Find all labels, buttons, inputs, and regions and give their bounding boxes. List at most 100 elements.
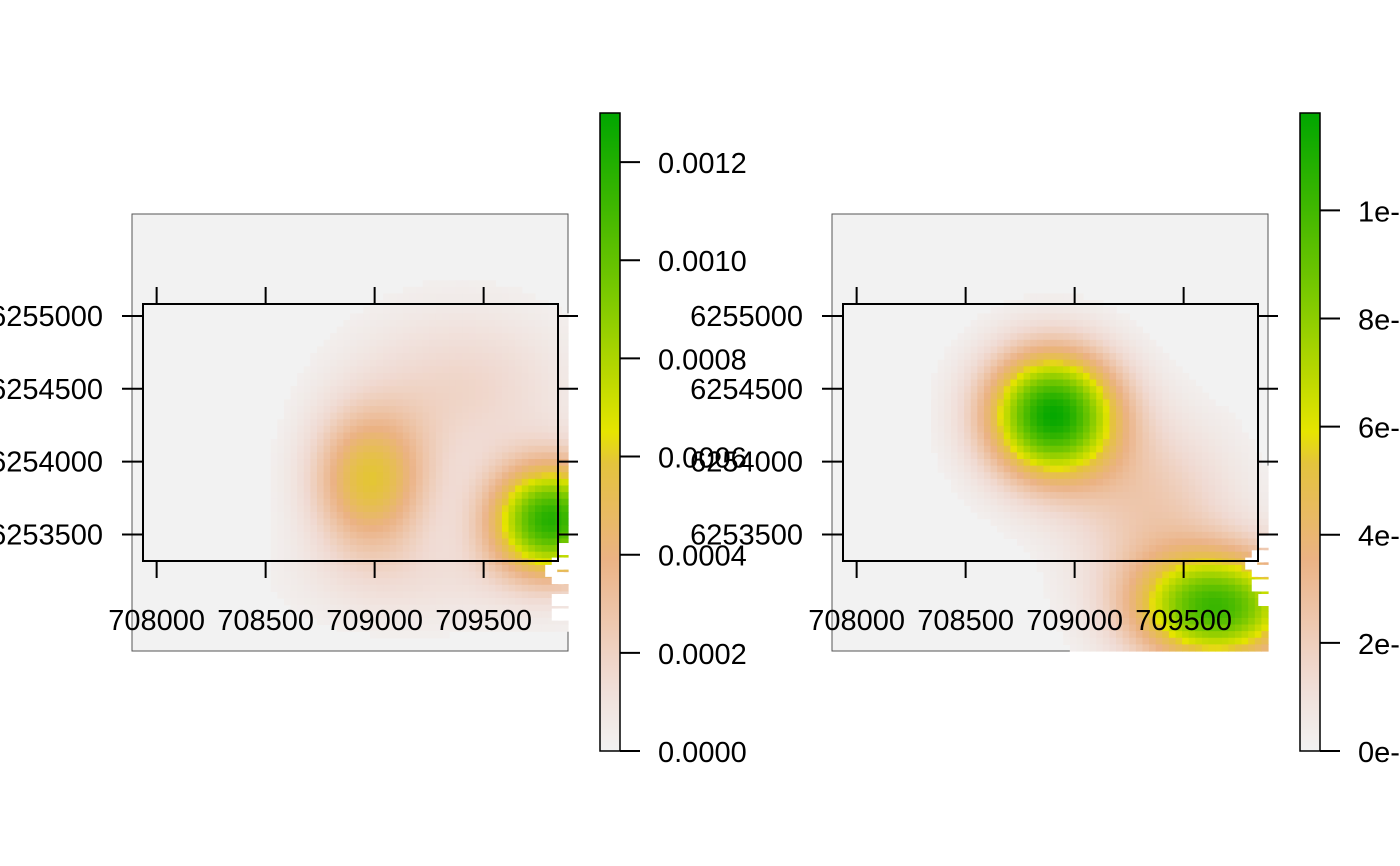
density-cell [997, 425, 1005, 434]
density-cell [1116, 644, 1124, 652]
density-cell [416, 406, 424, 414]
density-cell [1089, 458, 1097, 467]
density-cell [1083, 439, 1091, 447]
density-cell [1122, 399, 1130, 407]
density-cell [1241, 432, 1249, 440]
density-cell [330, 611, 338, 619]
density-cell [1142, 511, 1150, 520]
density-cell [1056, 611, 1064, 619]
density-cell [442, 472, 450, 480]
density-cell [508, 286, 516, 295]
density-cell [1043, 419, 1051, 427]
density-cell [1116, 538, 1124, 546]
density-cell [534, 306, 543, 314]
density-cell [336, 339, 344, 348]
density-cell [508, 511, 516, 520]
density-cell [429, 578, 437, 586]
density-cell [1083, 571, 1091, 579]
density-cell [277, 564, 285, 573]
density-cell [1116, 359, 1124, 367]
density-cell [1069, 571, 1078, 579]
density-cell [1109, 644, 1117, 652]
density-cell [369, 551, 378, 559]
density-cell [1149, 406, 1157, 414]
density-cell [1003, 511, 1011, 520]
density-cell [1043, 412, 1051, 420]
density-cell [990, 419, 998, 427]
density-cell [561, 624, 569, 632]
density-cell [323, 578, 331, 586]
density-cell [462, 359, 470, 367]
density-cell [290, 425, 298, 434]
density-cell [316, 366, 325, 374]
density-cell [1248, 439, 1256, 447]
density-cell [1089, 432, 1097, 440]
density-cell [402, 386, 411, 394]
density-cell [1003, 326, 1011, 334]
density-cell [515, 525, 523, 533]
density-cell [402, 611, 411, 619]
density-cell [1188, 505, 1196, 513]
density-cell [363, 571, 371, 579]
density-cell [1234, 531, 1243, 540]
density-cell [1228, 631, 1236, 639]
density-cell [1195, 439, 1203, 447]
density-cell [482, 406, 490, 414]
density-cell [1175, 584, 1183, 593]
density-cell [1122, 333, 1130, 341]
density-cell [1023, 485, 1031, 493]
density-cell [310, 511, 318, 520]
density-cell [521, 564, 529, 573]
density-cell [488, 359, 496, 367]
density-cell [455, 498, 463, 506]
density-cell [323, 485, 331, 493]
density-cell [316, 346, 325, 354]
density-cell [323, 478, 331, 487]
density-cell [977, 419, 985, 427]
density-cell [330, 584, 338, 593]
density-cell [1142, 498, 1150, 506]
density-cell [409, 551, 417, 559]
density-cell [1056, 465, 1064, 473]
density-cell [1056, 392, 1064, 400]
density-cell [396, 293, 404, 301]
density-cell [442, 564, 450, 573]
density-cell [330, 571, 338, 579]
density-cell [475, 339, 483, 348]
density-cell [1116, 399, 1124, 407]
density-cell [396, 412, 404, 420]
density-cell [356, 571, 364, 579]
density-cell [1102, 624, 1111, 632]
density-cell [501, 551, 510, 559]
density-cell [1030, 379, 1038, 387]
density-cell [1162, 538, 1170, 546]
density-cell [950, 399, 959, 407]
density-cell [283, 465, 292, 473]
density-cell [1248, 472, 1256, 480]
density-cell [409, 624, 417, 632]
density-cell [482, 432, 490, 440]
density-cell [343, 591, 351, 599]
density-cell [1195, 551, 1203, 559]
density-cell [409, 584, 417, 593]
density-cell [336, 372, 344, 381]
density-cell [316, 485, 325, 493]
density-cell [1036, 386, 1044, 394]
density-cell [1201, 578, 1210, 586]
density-cell [1162, 624, 1170, 632]
density-cell [1063, 359, 1071, 367]
density-cell [310, 406, 318, 414]
density-cell [970, 353, 978, 361]
density-cell [316, 372, 325, 381]
density-cell [482, 386, 490, 394]
density-cell [449, 306, 457, 314]
density-cell [1208, 571, 1216, 579]
density-cell [1010, 306, 1018, 314]
density-cell [383, 386, 391, 394]
density-cell [990, 458, 998, 467]
density-cell [508, 412, 516, 420]
density-cell [1109, 498, 1117, 506]
density-cell [534, 518, 543, 526]
density-cell [323, 432, 331, 440]
density-cell [455, 432, 463, 440]
